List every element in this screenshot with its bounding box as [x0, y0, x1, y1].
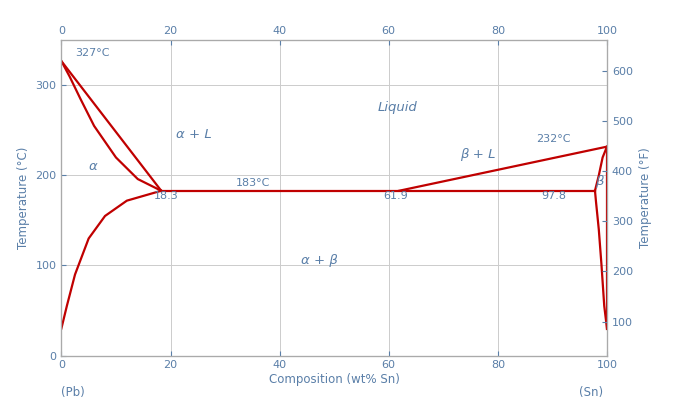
- Text: (Sn): (Sn): [580, 386, 604, 399]
- Text: 61.9: 61.9: [383, 191, 408, 201]
- Text: 327°C: 327°C: [75, 48, 110, 57]
- Text: 232°C: 232°C: [536, 134, 571, 144]
- X-axis label: Composition (wt% Sn): Composition (wt% Sn): [269, 373, 400, 386]
- Text: (Pb): (Pb): [61, 386, 85, 399]
- Text: 18.3: 18.3: [154, 191, 179, 201]
- Y-axis label: Temperature (°F): Temperature (°F): [638, 147, 651, 248]
- Text: Liquid: Liquid: [378, 101, 417, 114]
- Text: 97.8: 97.8: [542, 191, 567, 201]
- Text: α: α: [89, 160, 98, 173]
- Y-axis label: Temperature (°C): Temperature (°C): [17, 147, 30, 249]
- Text: β + L: β + L: [460, 148, 495, 161]
- Text: α + L: α + L: [176, 128, 211, 141]
- Text: α + β: α + β: [301, 254, 338, 267]
- Text: β: β: [595, 175, 604, 188]
- Text: 183°C: 183°C: [236, 178, 270, 188]
